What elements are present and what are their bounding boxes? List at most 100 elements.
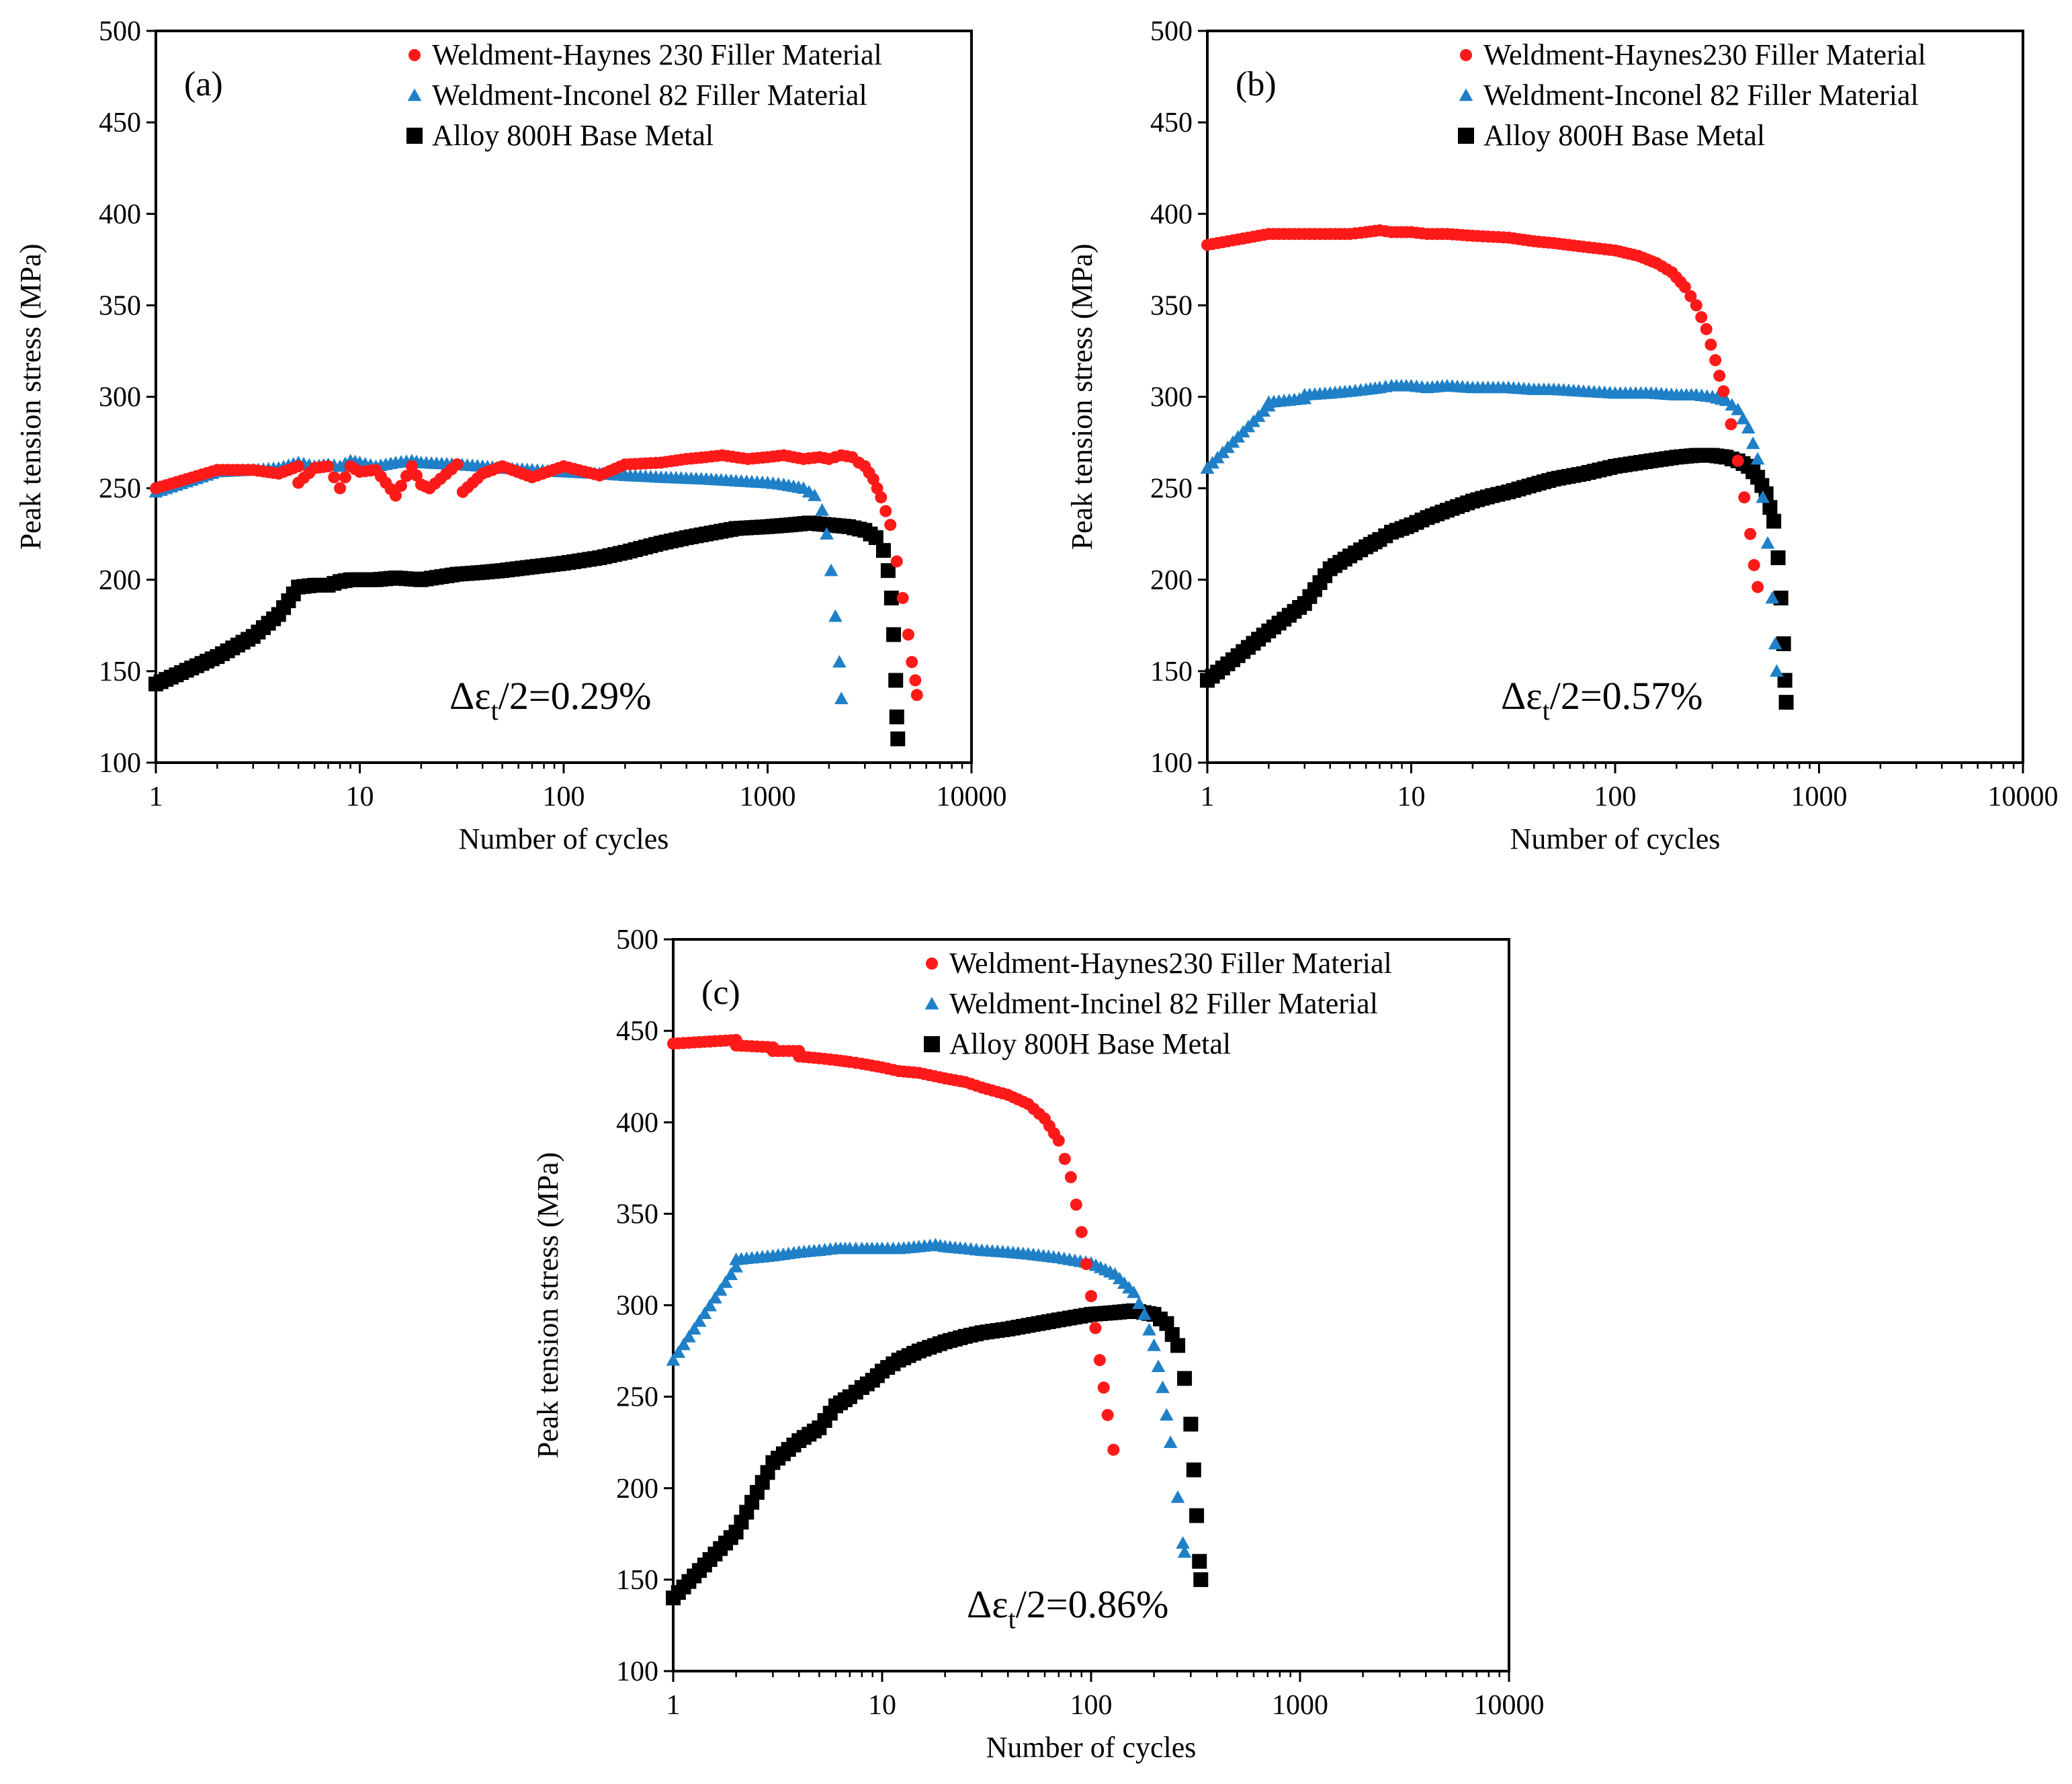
data-point [1193,1572,1209,1587]
data-point [1075,1226,1088,1238]
data-point [1678,281,1691,294]
data-point [1176,1536,1190,1549]
data-point [1736,411,1750,425]
panel-label: (b) [1236,65,1277,103]
data-point [909,674,922,687]
x-tick-label: 10000 [1988,781,2059,812]
y-axis-title: Peak tension stress (MPa) [14,244,47,550]
x-tick-label: 10000 [937,781,1007,812]
data-point [889,709,904,724]
data-point [1725,418,1737,431]
legend-label: Weldment-Haynes230 Filler Material [1483,38,1926,71]
data-point [1142,1322,1156,1336]
y-tick-label: 200 [1150,565,1193,596]
y-tick-label: 400 [99,199,141,230]
data-point [1085,1289,1097,1302]
data-point [828,609,843,622]
legend-marker [926,958,938,970]
x-tick-label: 100 [1070,1690,1113,1721]
x-axis-title: Number of cycles [1510,822,1721,855]
x-axis-title: Number of cycles [986,1731,1197,1764]
series-square [666,1303,1209,1606]
y-tick-label: 350 [616,1199,658,1230]
data-point [666,1353,681,1366]
y-tick-label: 350 [1150,290,1193,321]
data-point [879,505,892,517]
data-point [1700,323,1713,335]
data-point [1731,402,1745,415]
data-point [724,1267,738,1281]
data-point [1704,338,1717,351]
y-tick-label: 450 [1150,108,1193,138]
data-point [1770,664,1784,677]
data-point [1070,1198,1082,1211]
data-point [677,1337,691,1351]
data-point [1147,1339,1161,1351]
data-point [1766,513,1782,529]
data-point [1089,1322,1102,1334]
data-point [896,591,909,604]
data-point [729,1259,743,1273]
series-circle [150,449,923,702]
y-tick-label: 200 [99,565,141,596]
panel-a: 1 10 100 1000 10000 100 150 200 250 300 350 400 450 5… [14,16,1007,855]
data-point [405,460,418,472]
data-point [292,460,305,472]
y-tick-label: 300 [1150,382,1193,413]
data-point [906,656,918,669]
x-tick-label: 100 [1594,781,1637,812]
y-tick-label: 150 [1150,656,1193,687]
data-point [1713,370,1726,382]
data-point [890,731,906,747]
legend-marker [924,996,939,1010]
x-tick-label: 1 [1201,781,1215,812]
data-point [880,563,896,579]
legend-label: Weldment-Incinel 82 Filler Material [949,987,1378,1020]
data-point [875,543,891,558]
data-point [1183,1416,1199,1432]
panel-label: (c) [701,974,740,1012]
data-point [1731,454,1744,467]
data-point [1709,354,1722,367]
series-square [148,515,906,747]
legend-marker [1458,128,1474,144]
data-point [1760,536,1775,549]
legend-marker [407,88,422,101]
data-point [888,673,904,688]
y-tick-label: 200 [616,1474,658,1504]
y-tick-label: 150 [99,656,141,687]
data-point [1093,1354,1106,1367]
data-point [1690,299,1702,312]
strain-amplitude-annotation: Δεt/2=0.29% [449,674,651,726]
data-point [1756,490,1770,503]
y-tick-label: 150 [616,1565,658,1596]
data-point [890,555,903,568]
x-tick-label: 1 [666,1690,681,1721]
data-point [883,590,899,605]
y-tick-label: 100 [616,1656,658,1687]
x-tick-label: 1 [149,781,163,812]
series-circle [667,1033,1120,1456]
y-tick-label: 300 [616,1291,658,1322]
data-point [718,1275,733,1288]
data-point [389,489,402,502]
y-axis-title: Peak tension stress (MPa) [531,1152,564,1459]
data-point [1107,1443,1120,1456]
x-tick-label: 10 [868,1690,896,1721]
data-point [824,563,838,577]
data-point [1097,1382,1110,1394]
data-point [1127,1285,1141,1298]
y-tick-label: 100 [99,748,141,779]
y-tick-label: 250 [616,1382,658,1413]
y-tick-label: 400 [1150,199,1193,230]
x-tick-label: 10000 [1474,1690,1545,1721]
data-point [1768,636,1782,650]
series-square [1200,448,1794,710]
series-triangle [1200,378,1784,677]
y-tick-label: 400 [616,1107,658,1138]
data-point [339,471,351,484]
x-tick-label: 10 [1397,781,1426,812]
series-triangle [148,454,849,704]
data-point [820,527,834,540]
